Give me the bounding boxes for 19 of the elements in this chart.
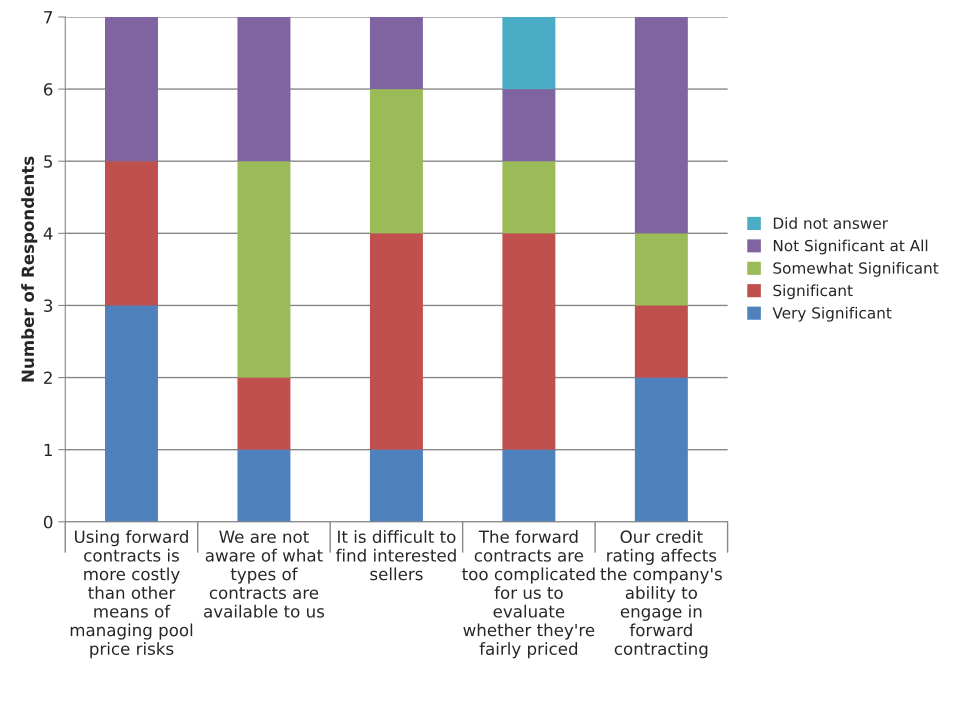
y-axis-title: Number of Respondents [21, 156, 38, 382]
x-tick-label: It is difficult to find interested sellers [336, 530, 456, 580]
y-tick-label: 4 [44, 228, 53, 240]
legend-label: Very Significant [772, 306, 892, 322]
y-tick-label: 5 [44, 155, 52, 168]
legend-label: Significant [773, 284, 853, 300]
y-tick-label: 0 [44, 516, 52, 528]
y-tick-label: 3 [44, 299, 52, 312]
y-tick-label: 2 [44, 372, 52, 384]
x-tick-label: The forward contracts are too complicated for us to evaluate whether they're fairly priced [462, 530, 595, 658]
legend-label: Not Significant at All [774, 240, 928, 254]
x-tick-label: We are not aware of what types of contracts are available to us [204, 530, 324, 618]
x-tick-label: Our credit rating affects the company's ability to engage in forward contracting [600, 530, 722, 658]
x-tick-label: Using forward contracts is more costly than other means of managing pool price risks [70, 530, 192, 658]
y-tick-label: 7 [44, 11, 52, 24]
y-tick-label: 1 [44, 444, 52, 456]
legend-label: Did not answer [774, 217, 888, 229]
legend-label: Somewhat Significant [773, 262, 938, 277]
y-tick-label: 6 [44, 83, 52, 96]
